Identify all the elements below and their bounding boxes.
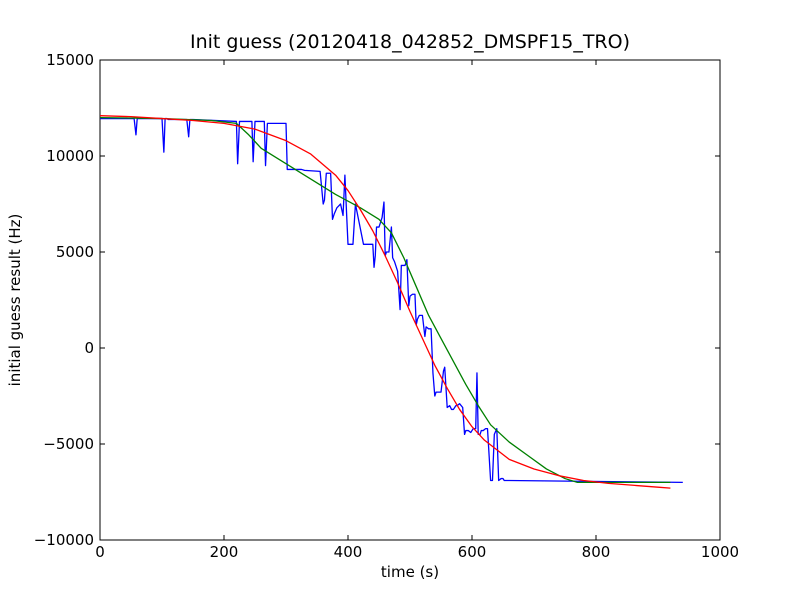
series-line-2 bbox=[99, 116, 671, 484]
x-tick-label: 0 bbox=[95, 543, 105, 561]
y-tick-label: −5000 bbox=[43, 435, 94, 453]
plot-frame bbox=[99, 59, 721, 541]
x-tick-label: 400 bbox=[334, 543, 363, 561]
y-tick-label: 15000 bbox=[46, 51, 94, 69]
y-tick-label: 0 bbox=[84, 339, 94, 357]
x-tick-label: 600 bbox=[458, 543, 487, 561]
x-tick-label: 800 bbox=[582, 543, 611, 561]
series-line-1 bbox=[100, 117, 683, 484]
series-line-3 bbox=[99, 115, 671, 489]
x-axis-label: time (s) bbox=[381, 563, 439, 581]
y-tick-label: 10000 bbox=[46, 147, 94, 165]
x-tick-label: 1000 bbox=[701, 543, 739, 561]
y-axis-label: initial guess result (Hz) bbox=[6, 214, 24, 387]
series-layer bbox=[99, 115, 683, 489]
ticks-layer: 0 200 400 600 800 1000 −10000 −5000 0 5000 10000 15… bbox=[34, 51, 739, 561]
y-tick-label: 5000 bbox=[56, 243, 94, 261]
x-tick-label: 200 bbox=[210, 543, 239, 561]
chart-title: Init guess (20120418_042852_DMSPF15_TRO) bbox=[190, 31, 630, 53]
y-tick-label: −10000 bbox=[34, 531, 94, 549]
